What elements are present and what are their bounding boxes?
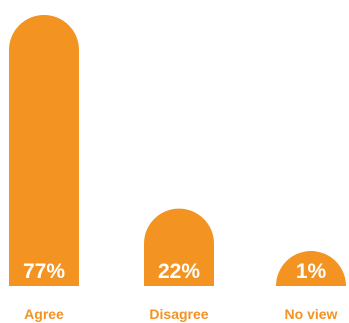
category-label-no-view: No view bbox=[285, 306, 338, 322]
value-label-no-view: 1% bbox=[296, 260, 327, 283]
value-label-disagree: 22% bbox=[158, 260, 200, 283]
category-label-disagree: Disagree bbox=[149, 306, 208, 322]
value-label-agree: 77% bbox=[23, 260, 65, 283]
bar-disagree bbox=[144, 208, 214, 286]
bar-agree bbox=[9, 15, 79, 286]
category-label-agree: Agree bbox=[24, 306, 64, 322]
value-labels-layer: 77% 22% 1% bbox=[23, 260, 327, 283]
category-labels-layer: Agree Disagree No view bbox=[24, 306, 337, 322]
bar-no-view bbox=[276, 251, 346, 286]
bars-layer bbox=[9, 15, 346, 286]
